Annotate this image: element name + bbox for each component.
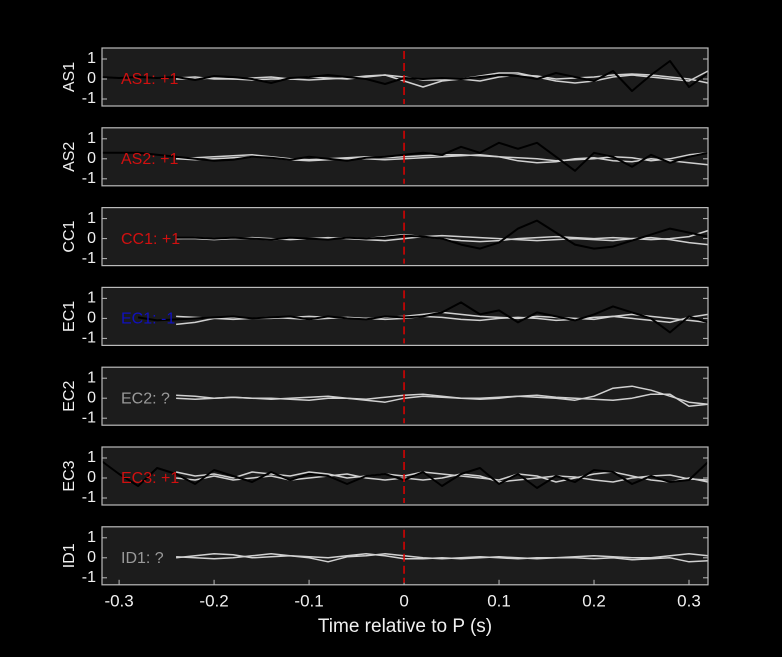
y-tick-label: 0	[87, 469, 96, 486]
x-tick-label: 0.1	[487, 591, 511, 610]
annotation: AS2: +1	[121, 151, 178, 168]
y-tick-label: -1	[82, 409, 96, 426]
y-tick-label: 1	[87, 210, 96, 227]
annotation: EC2: ?	[121, 390, 170, 407]
panel-background	[102, 367, 708, 426]
trace	[176, 393, 709, 407]
trace	[137, 301, 709, 334]
annotation: CC1: +1	[121, 231, 180, 248]
y-tick-label: -1	[82, 330, 96, 347]
panel-frame	[101, 207, 709, 267]
y-tick-label: -1	[82, 90, 96, 107]
y-tick-label: 0	[87, 389, 96, 406]
y-tick-label: 1	[87, 529, 96, 546]
x-tick-label: -0.1	[294, 591, 323, 610]
y-axis-label: AS2	[61, 142, 78, 172]
x-tick-label: -0.3	[104, 591, 133, 610]
y-axis-label: EC3	[61, 460, 78, 491]
y-tick-label: 1	[87, 449, 96, 466]
y-tick-label: 0	[87, 549, 96, 566]
x-axis-label: Time relative to P (s)	[318, 616, 492, 637]
x-tick-label: 0.2	[582, 591, 606, 610]
trace	[176, 553, 709, 563]
y-tick-label: 0	[87, 230, 96, 247]
annotation: EC3: +1	[121, 470, 179, 487]
y-tick-label: -1	[82, 170, 96, 187]
panel-frame	[101, 127, 709, 187]
y-tick-label: 1	[87, 369, 96, 386]
panel-frame	[101, 526, 709, 586]
y-axis-label: AS1	[61, 62, 78, 92]
y-tick-label: -1	[82, 489, 96, 506]
panel-frame	[101, 366, 709, 426]
y-axis-label: EC2	[61, 381, 78, 412]
annotation: ID1: ?	[121, 550, 164, 567]
y-tick-label: 0	[87, 310, 96, 327]
trace	[176, 553, 709, 563]
y-axis-label: CC1	[61, 220, 78, 252]
annotation: AS1: +1	[121, 71, 178, 88]
y-axis-label: EC1	[61, 301, 78, 332]
x-tick-label: -0.2	[199, 591, 228, 610]
trace	[176, 73, 709, 88]
x-tick-label: 0	[399, 591, 408, 610]
y-tick-label: -1	[82, 250, 96, 267]
y-tick-label: 1	[87, 290, 96, 307]
y-tick-label: 0	[87, 150, 96, 167]
y-tick-label: 1	[87, 130, 96, 147]
trace	[176, 473, 709, 483]
panel-frame	[101, 47, 709, 107]
panel-frame	[101, 446, 709, 506]
x-tick-label: 0.3	[677, 591, 701, 610]
y-tick-label: 0	[87, 70, 96, 87]
annotation: EC1: -1	[121, 311, 175, 328]
panel-frame	[101, 286, 709, 346]
trace	[175, 471, 709, 483]
trace	[176, 219, 709, 250]
y-tick-label: -1	[82, 569, 96, 586]
y-tick-label: 1	[87, 50, 96, 67]
y-axis-label: ID1	[61, 543, 78, 568]
